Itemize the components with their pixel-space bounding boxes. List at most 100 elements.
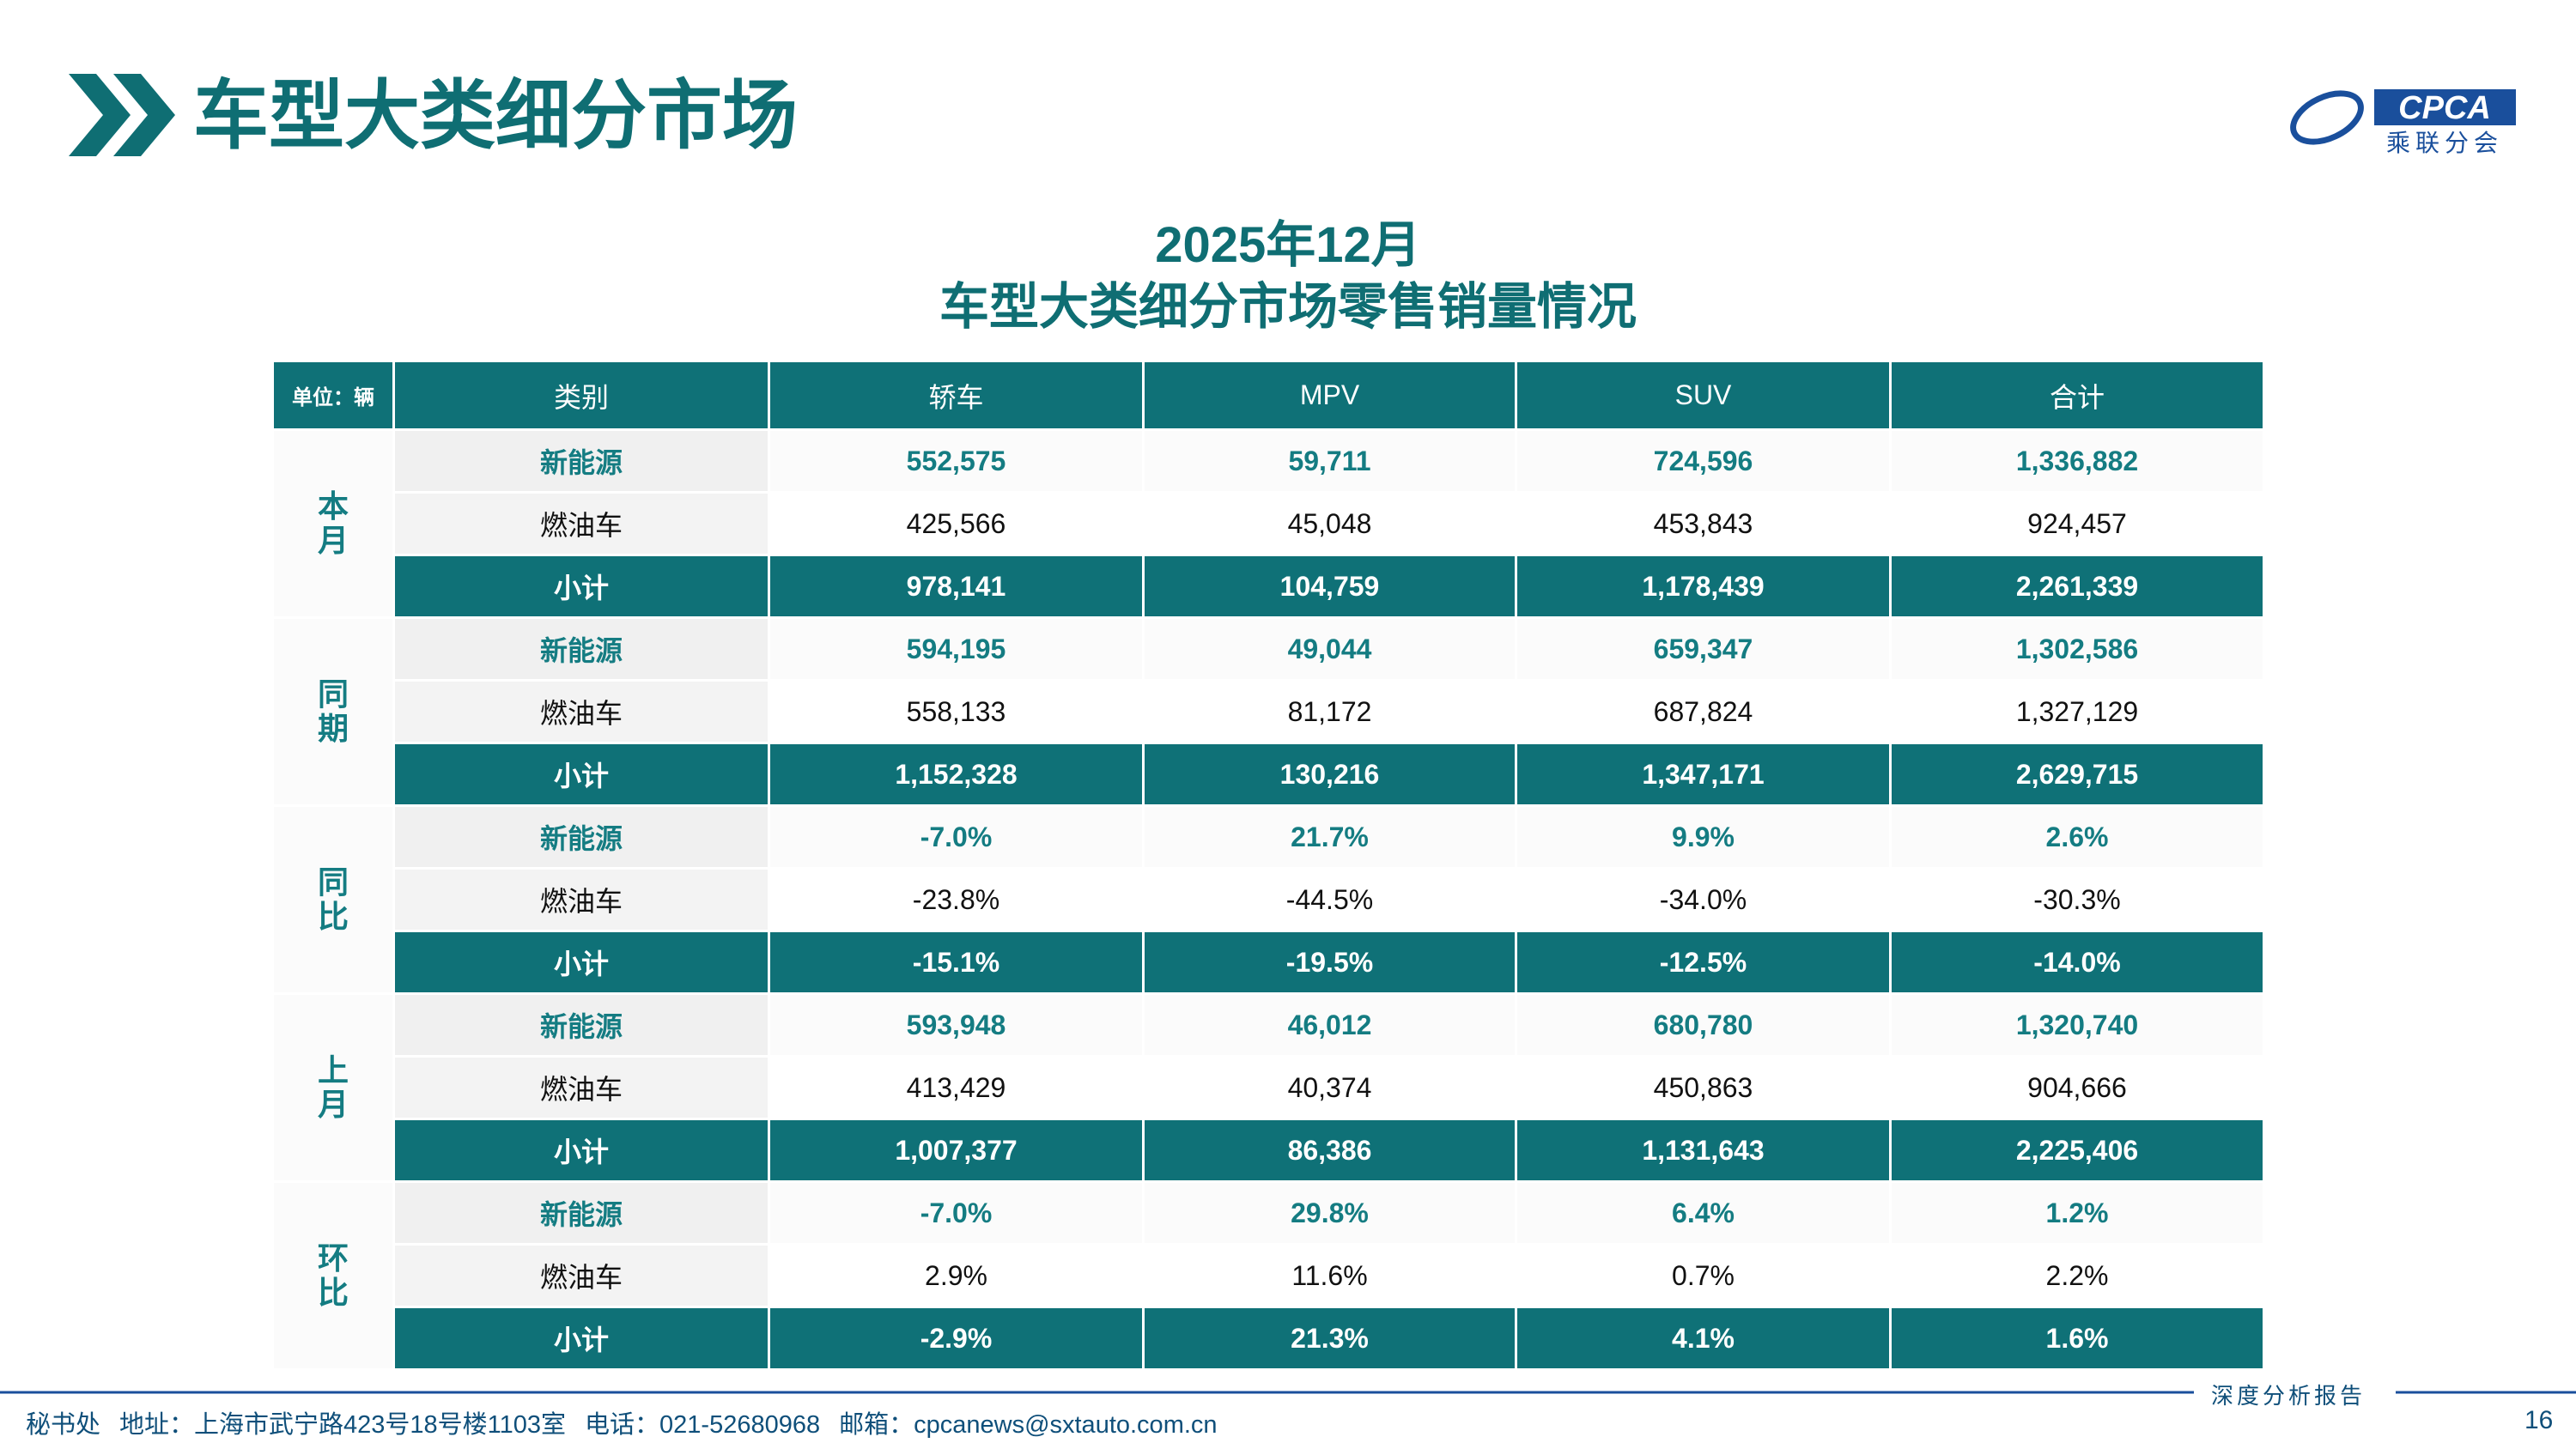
- table-cell: 49,044: [1142, 616, 1517, 682]
- row-category: 小计: [392, 554, 770, 619]
- table-row: 燃油车 558,133 81,172 687,824 1,327,129: [273, 679, 2265, 744]
- table-cell: 1,320,740: [1889, 992, 2265, 1058]
- table-cell: 130,216: [1142, 742, 1517, 807]
- footer-phone: 电话：021-52680968: [585, 1411, 821, 1439]
- table-cell: 45,048: [1142, 491, 1517, 556]
- table-cell: -7.0%: [768, 1180, 1145, 1246]
- subtitle: 车型大类细分市场零售销量情况: [939, 279, 1637, 335]
- column-header: 合计: [1889, 360, 2265, 431]
- table-row: 小计 978,141 104,759 1,178,439 2,261,339: [273, 554, 2265, 619]
- table-cell: 413,429: [768, 1055, 1145, 1120]
- table-cell: 1,302,586: [1889, 616, 2265, 682]
- group-label: 本月: [271, 428, 395, 619]
- table-cell: 593,948: [768, 992, 1145, 1058]
- table-row: 本月 新能源 552,575 59,711 724,596 1,336,882: [271, 428, 2265, 619]
- row-category: 小计: [392, 1118, 770, 1183]
- table-cell: 4.1%: [1515, 1306, 1892, 1371]
- table-cell: -23.8%: [768, 867, 1145, 932]
- table-cell: 680,780: [1515, 992, 1892, 1058]
- group-label: 上月: [271, 992, 395, 1183]
- table-cell: 1,007,377: [768, 1118, 1145, 1183]
- group-label-text: 同比: [318, 864, 349, 934]
- footer-tag: 深度分析报告: [2211, 1384, 2366, 1410]
- table-row: 燃油车 413,429 40,374 450,863 904,666: [273, 1055, 2265, 1120]
- table-cell: -2.9%: [768, 1306, 1145, 1371]
- table-cell: 1,347,171: [1515, 742, 1892, 807]
- footer-office: 秘书处: [26, 1411, 101, 1439]
- table-cell: 1.2%: [1889, 1180, 2265, 1246]
- table-cell: 924,457: [1889, 491, 2265, 556]
- table-cell: 2.9%: [768, 1243, 1145, 1308]
- table-cell: 1,152,328: [768, 742, 1145, 807]
- table-row: 同期 新能源 594,195 49,044 659,347 1,302,586: [271, 616, 2265, 807]
- table-row: 环比 新能源 -7.0% 29.8% 6.4% 1.2%: [271, 1180, 2265, 1371]
- logo-name: CPCA: [2398, 90, 2491, 126]
- table-cell: -12.5%: [1515, 930, 1892, 995]
- table-cell: 1,178,439: [1515, 554, 1892, 619]
- group-label-text: 本月: [318, 488, 349, 558]
- row-category: 小计: [392, 742, 770, 807]
- logo: CPCA 乘联分会: [2290, 89, 2516, 156]
- group-label-text: 环比: [318, 1240, 349, 1310]
- column-header: SUV: [1515, 360, 1892, 431]
- table-cell: -19.5%: [1142, 930, 1517, 995]
- table-cell: 21.7%: [1142, 804, 1517, 870]
- row-category: 燃油车: [392, 679, 770, 744]
- table-cell: 29.8%: [1142, 1180, 1517, 1246]
- column-header: 类别: [392, 360, 770, 431]
- table-row: 小计 1,152,328 130,216 1,347,171 2,629,715: [273, 742, 2265, 807]
- table-cell: 450,863: [1515, 1055, 1892, 1120]
- group-label-text: 上月: [318, 1052, 349, 1122]
- table-cell: 687,824: [1515, 679, 1892, 744]
- table-cell: 21.3%: [1142, 1306, 1517, 1371]
- table-cell: -15.1%: [768, 930, 1145, 995]
- page-title: 车型大类细分市场: [193, 73, 799, 158]
- table-cell: 425,566: [768, 491, 1145, 556]
- unit-label: 单位：辆: [271, 360, 395, 431]
- table-row: 上月 新能源 593,948 46,012 680,780 1,320,740: [271, 992, 2265, 1183]
- row-category: 小计: [392, 930, 770, 995]
- row-category: 燃油车: [392, 491, 770, 556]
- chevron-icon: [69, 74, 175, 156]
- table-cell: 1,131,643: [1515, 1118, 1892, 1183]
- row-category: 新能源: [392, 428, 770, 494]
- table-cell: 46,012: [1142, 992, 1517, 1058]
- table-cell: 2,629,715: [1889, 742, 2265, 807]
- row-category: 新能源: [392, 1180, 770, 1246]
- table-row: 燃油车 425,566 45,048 453,843 924,457: [273, 491, 2265, 556]
- footer-line: [0, 1391, 2576, 1394]
- column-header: MPV: [1142, 360, 1517, 431]
- table-cell: 9.9%: [1515, 804, 1892, 870]
- table-cell: 2.2%: [1889, 1243, 2265, 1308]
- table-cell: 11.6%: [1142, 1243, 1517, 1308]
- table-cell: 40,374: [1142, 1055, 1517, 1120]
- table-cell: 1,327,129: [1889, 679, 2265, 744]
- table-cell: 6.4%: [1515, 1180, 1892, 1246]
- table-cell: 978,141: [768, 554, 1145, 619]
- table-cell: -14.0%: [1889, 930, 2265, 995]
- row-category: 小计: [392, 1306, 770, 1371]
- table-cell: -34.0%: [1515, 867, 1892, 932]
- table-row: 同比 新能源 -7.0% 21.7% 9.9% 2.6%: [271, 804, 2265, 995]
- group-label: 同比: [271, 804, 395, 995]
- table-cell: 904,666: [1889, 1055, 2265, 1120]
- row-category: 新能源: [392, 992, 770, 1058]
- table-cell: 59,711: [1142, 428, 1517, 494]
- sales-table: 单位：辆 类别 轿车 MPV SUV 合计 本月 新能源 552,575 59,711 724,5…: [271, 360, 2265, 1371]
- table-cell: 724,596: [1515, 428, 1892, 494]
- table-cell: 81,172: [1142, 679, 1517, 744]
- row-category: 燃油车: [392, 867, 770, 932]
- table-cell: 659,347: [1515, 616, 1892, 682]
- table-row: 小计 1,007,377 86,386 1,131,643 2,225,406: [273, 1118, 2265, 1183]
- group-label-text: 同期: [318, 676, 349, 746]
- table-cell: 0.7%: [1515, 1243, 1892, 1308]
- column-header: 轿车: [768, 360, 1145, 431]
- table-cell: 1.6%: [1889, 1306, 2265, 1371]
- table-row: 燃油车 2.9% 11.6% 0.7% 2.2%: [273, 1243, 2265, 1308]
- page-number: 16: [2524, 1406, 2554, 1434]
- table-row: 燃油车 -23.8% -44.5% -34.0% -30.3%: [273, 867, 2265, 932]
- table-cell: 104,759: [1142, 554, 1517, 619]
- group-label: 环比: [271, 1180, 395, 1371]
- group-label: 同期: [271, 616, 395, 807]
- logo-subname: 乘联分会: [2386, 130, 2503, 156]
